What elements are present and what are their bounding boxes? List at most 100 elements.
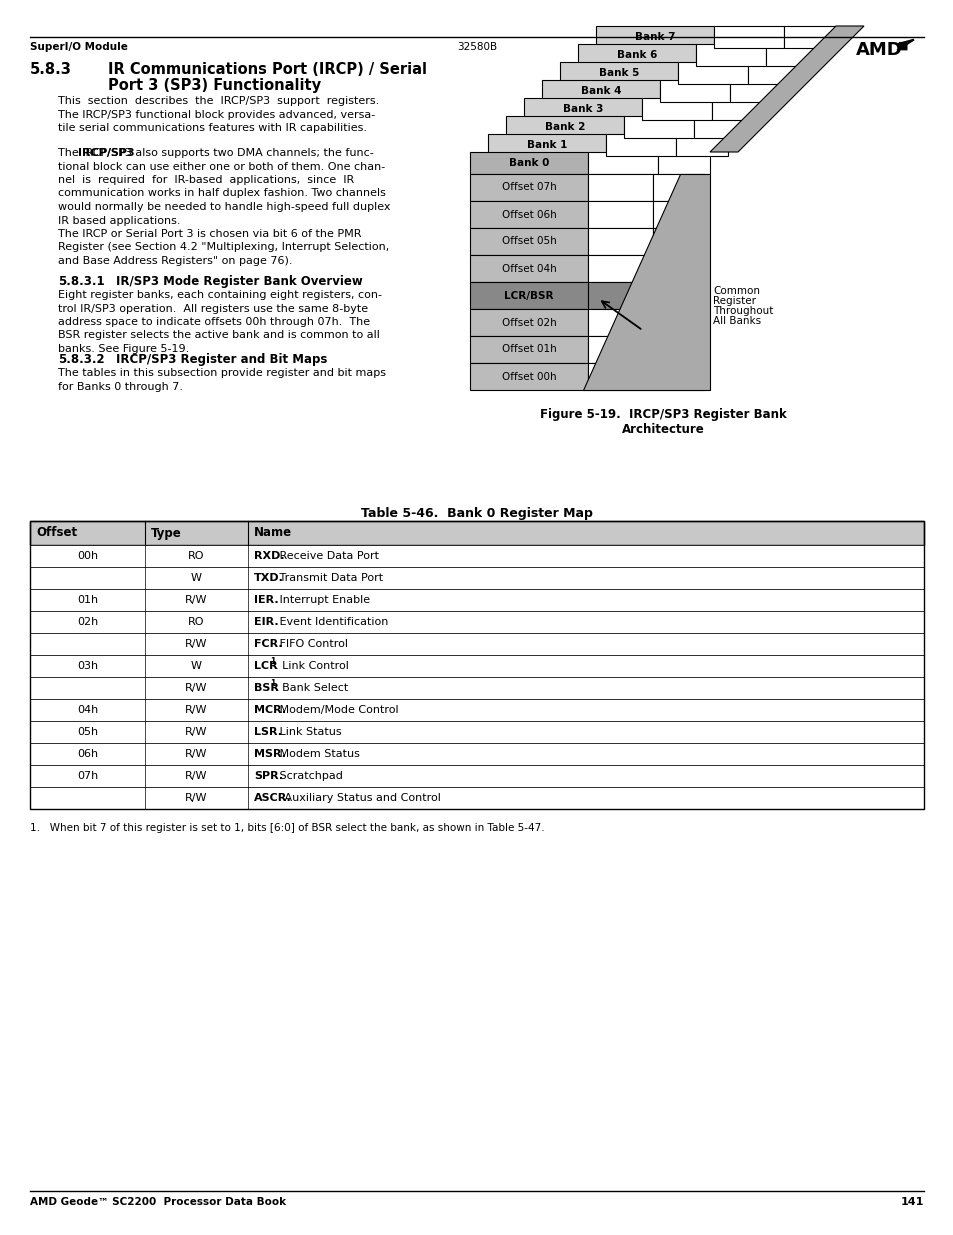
Text: Name: Name [253, 526, 292, 540]
Text: Register (see Section 4.2 "Multiplexing, Interrupt Selection,: Register (see Section 4.2 "Multiplexing,… [58, 242, 389, 252]
Text: IRCP/SP3 Register and Bit Maps: IRCP/SP3 Register and Bit Maps [116, 353, 327, 366]
Bar [587, 254, 652, 282]
Bar [587, 282, 652, 309]
Text: BSR register selects the active bank and is common to all: BSR register selects the active bank and… [58, 331, 379, 341]
Bar [30, 787, 923, 809]
Bar [30, 521, 923, 545]
Bar [765, 44, 817, 65]
Text: The tables in this subsection provide register and bit maps: The tables in this subsection provide re… [58, 368, 386, 378]
Bar [470, 282, 587, 309]
Text: W: W [191, 573, 202, 583]
Bar [652, 228, 704, 254]
Text: Link Status: Link Status [275, 727, 341, 737]
Bar [30, 721, 923, 743]
Bar [541, 80, 659, 103]
Text: address space to indicate offsets 00h through 07h.  The: address space to indicate offsets 00h th… [58, 317, 370, 327]
Text: R/W: R/W [185, 771, 208, 781]
Text: 04h: 04h [77, 705, 98, 715]
Bar [659, 80, 729, 103]
Bar [587, 174, 652, 201]
Text: Offset 00h: Offset 00h [501, 372, 556, 382]
Text: 141: 141 [900, 1197, 923, 1207]
Bar [470, 152, 587, 174]
Text: MCR.: MCR. [253, 705, 286, 715]
Text: 5.8.3: 5.8.3 [30, 62, 71, 77]
Text: Bank 6: Bank 6 [617, 49, 657, 61]
Bar [578, 44, 696, 65]
Text: IR/SP3 Mode Register Bank Overview: IR/SP3 Mode Register Bank Overview [116, 275, 362, 288]
Text: Offset 07h: Offset 07h [501, 183, 556, 193]
Text: Transmit Data Port: Transmit Data Port [275, 573, 383, 583]
Text: BSR: BSR [253, 683, 278, 693]
Text: . Bank Select: . Bank Select [275, 683, 349, 693]
Bar [623, 116, 693, 138]
Text: Offset 04h: Offset 04h [501, 263, 556, 273]
Bar [30, 545, 923, 567]
Bar [652, 174, 704, 201]
Text: RO: RO [188, 618, 205, 627]
Text: Type: Type [151, 526, 182, 540]
Text: Bank 2: Bank 2 [544, 122, 584, 132]
Bar [652, 309, 704, 336]
Text: Eight register banks, each containing eight registers, con-: Eight register banks, each containing ei… [58, 290, 381, 300]
Bar [652, 336, 704, 363]
Text: banks. See Figure 5-19.: banks. See Figure 5-19. [58, 345, 189, 354]
Text: The IRCP/SP3 also supports two DMA channels; the func-: The IRCP/SP3 also supports two DMA chann… [58, 148, 374, 158]
Bar [693, 116, 745, 138]
Text: TXD.: TXD. [253, 573, 284, 583]
Text: Bank 3: Bank 3 [562, 104, 602, 114]
Bar [30, 634, 923, 655]
Text: Modem/Mode Control: Modem/Mode Control [275, 705, 398, 715]
Text: SuperI/O Module: SuperI/O Module [30, 42, 128, 52]
Text: FIFO Control: FIFO Control [275, 638, 348, 650]
Text: 05h: 05h [77, 727, 98, 737]
Bar [488, 135, 605, 156]
Bar [587, 228, 652, 254]
Text: Bank 1: Bank 1 [526, 140, 567, 149]
Bar [30, 611, 923, 634]
Text: 03h: 03h [77, 661, 98, 671]
Text: LCR/BSR: LCR/BSR [504, 290, 553, 300]
Text: FCR.: FCR. [253, 638, 282, 650]
Text: Event Identification: Event Identification [275, 618, 388, 627]
Bar [470, 201, 587, 228]
Text: EIR.: EIR. [253, 618, 278, 627]
Text: R/W: R/W [185, 683, 208, 693]
Text: nel  is  required  for  IR-based  applications,  since  IR: nel is required for IR-based application… [58, 175, 354, 185]
Text: R/W: R/W [185, 727, 208, 737]
Text: R/W: R/W [185, 705, 208, 715]
Bar [470, 363, 587, 390]
Text: IER.: IER. [253, 595, 278, 605]
Text: IR Communications Port (IRCP) / Serial: IR Communications Port (IRCP) / Serial [108, 62, 427, 77]
Text: 32580B: 32580B [456, 42, 497, 52]
Text: Offset: Offset [36, 526, 77, 540]
Text: ■: ■ [897, 41, 907, 51]
Text: 06h: 06h [77, 748, 98, 760]
Bar [470, 309, 587, 336]
Text: Bank 5: Bank 5 [598, 68, 639, 78]
Bar [711, 98, 763, 120]
Text: ASCR.: ASCR. [253, 793, 292, 803]
Text: R/W: R/W [185, 595, 208, 605]
Bar [470, 174, 587, 201]
Text: Figure 5-19.  IRCP/SP3 Register Bank: Figure 5-19. IRCP/SP3 Register Bank [539, 408, 785, 421]
Bar [505, 116, 623, 138]
Bar [652, 201, 704, 228]
Text: IRCP/SP3: IRCP/SP3 [78, 148, 134, 158]
Bar [605, 135, 676, 156]
Text: Offset 05h: Offset 05h [501, 236, 556, 247]
Text: communication works in half duplex fashion. Two channels: communication works in half duplex fashi… [58, 189, 385, 199]
Text: Bank 7: Bank 7 [634, 32, 675, 42]
Bar [696, 44, 765, 65]
Text: trol IR/SP3 operation.  All registers use the same 8-byte: trol IR/SP3 operation. All registers use… [58, 304, 368, 314]
Text: RXD.: RXD. [253, 551, 284, 561]
Bar [30, 589, 923, 611]
Text: LCR: LCR [253, 661, 277, 671]
Text: R/W: R/W [185, 638, 208, 650]
Bar [676, 135, 727, 156]
Text: Auxiliary Status and Control: Auxiliary Status and Control [281, 793, 441, 803]
Bar [596, 26, 713, 48]
Bar [587, 336, 652, 363]
Polygon shape [582, 174, 709, 390]
Text: Receive Data Port: Receive Data Port [275, 551, 378, 561]
